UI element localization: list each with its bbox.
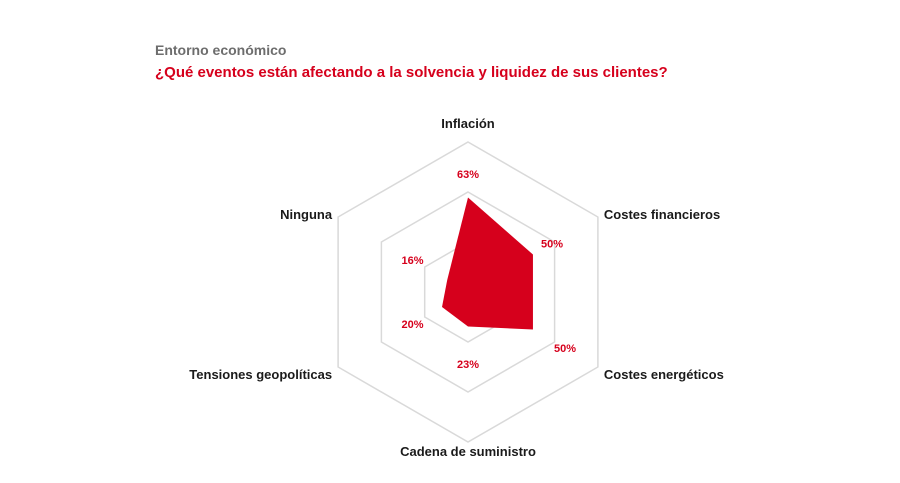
value-label-2: 50%	[554, 343, 576, 355]
value-label-1: 50%	[541, 239, 563, 251]
chart-header: Entorno económico ¿Qué eventos están afe…	[155, 42, 668, 81]
value-label-4: 20%	[402, 319, 424, 331]
axis-label-2: Costes energéticos	[604, 367, 724, 382]
axis-label-0: Inflación	[441, 116, 495, 131]
data-area	[442, 197, 533, 330]
chart-question: ¿Qué eventos están afectando a la solven…	[155, 64, 668, 81]
section-title: Entorno económico	[155, 42, 287, 58]
axis-label-5: Ninguna	[280, 207, 333, 222]
value-label-5: 16%	[402, 255, 424, 267]
axis-label-4: Tensiones geopolíticas	[189, 367, 332, 382]
axis-label-1: Costes financieros	[604, 207, 720, 222]
value-label-0: 63%	[457, 169, 479, 181]
axis-label-3: Cadena de suministro	[400, 444, 536, 459]
value-label-3: 23%	[457, 359, 479, 371]
grid-ring-3	[337, 141, 599, 443]
grid-ring-2	[380, 191, 556, 393]
